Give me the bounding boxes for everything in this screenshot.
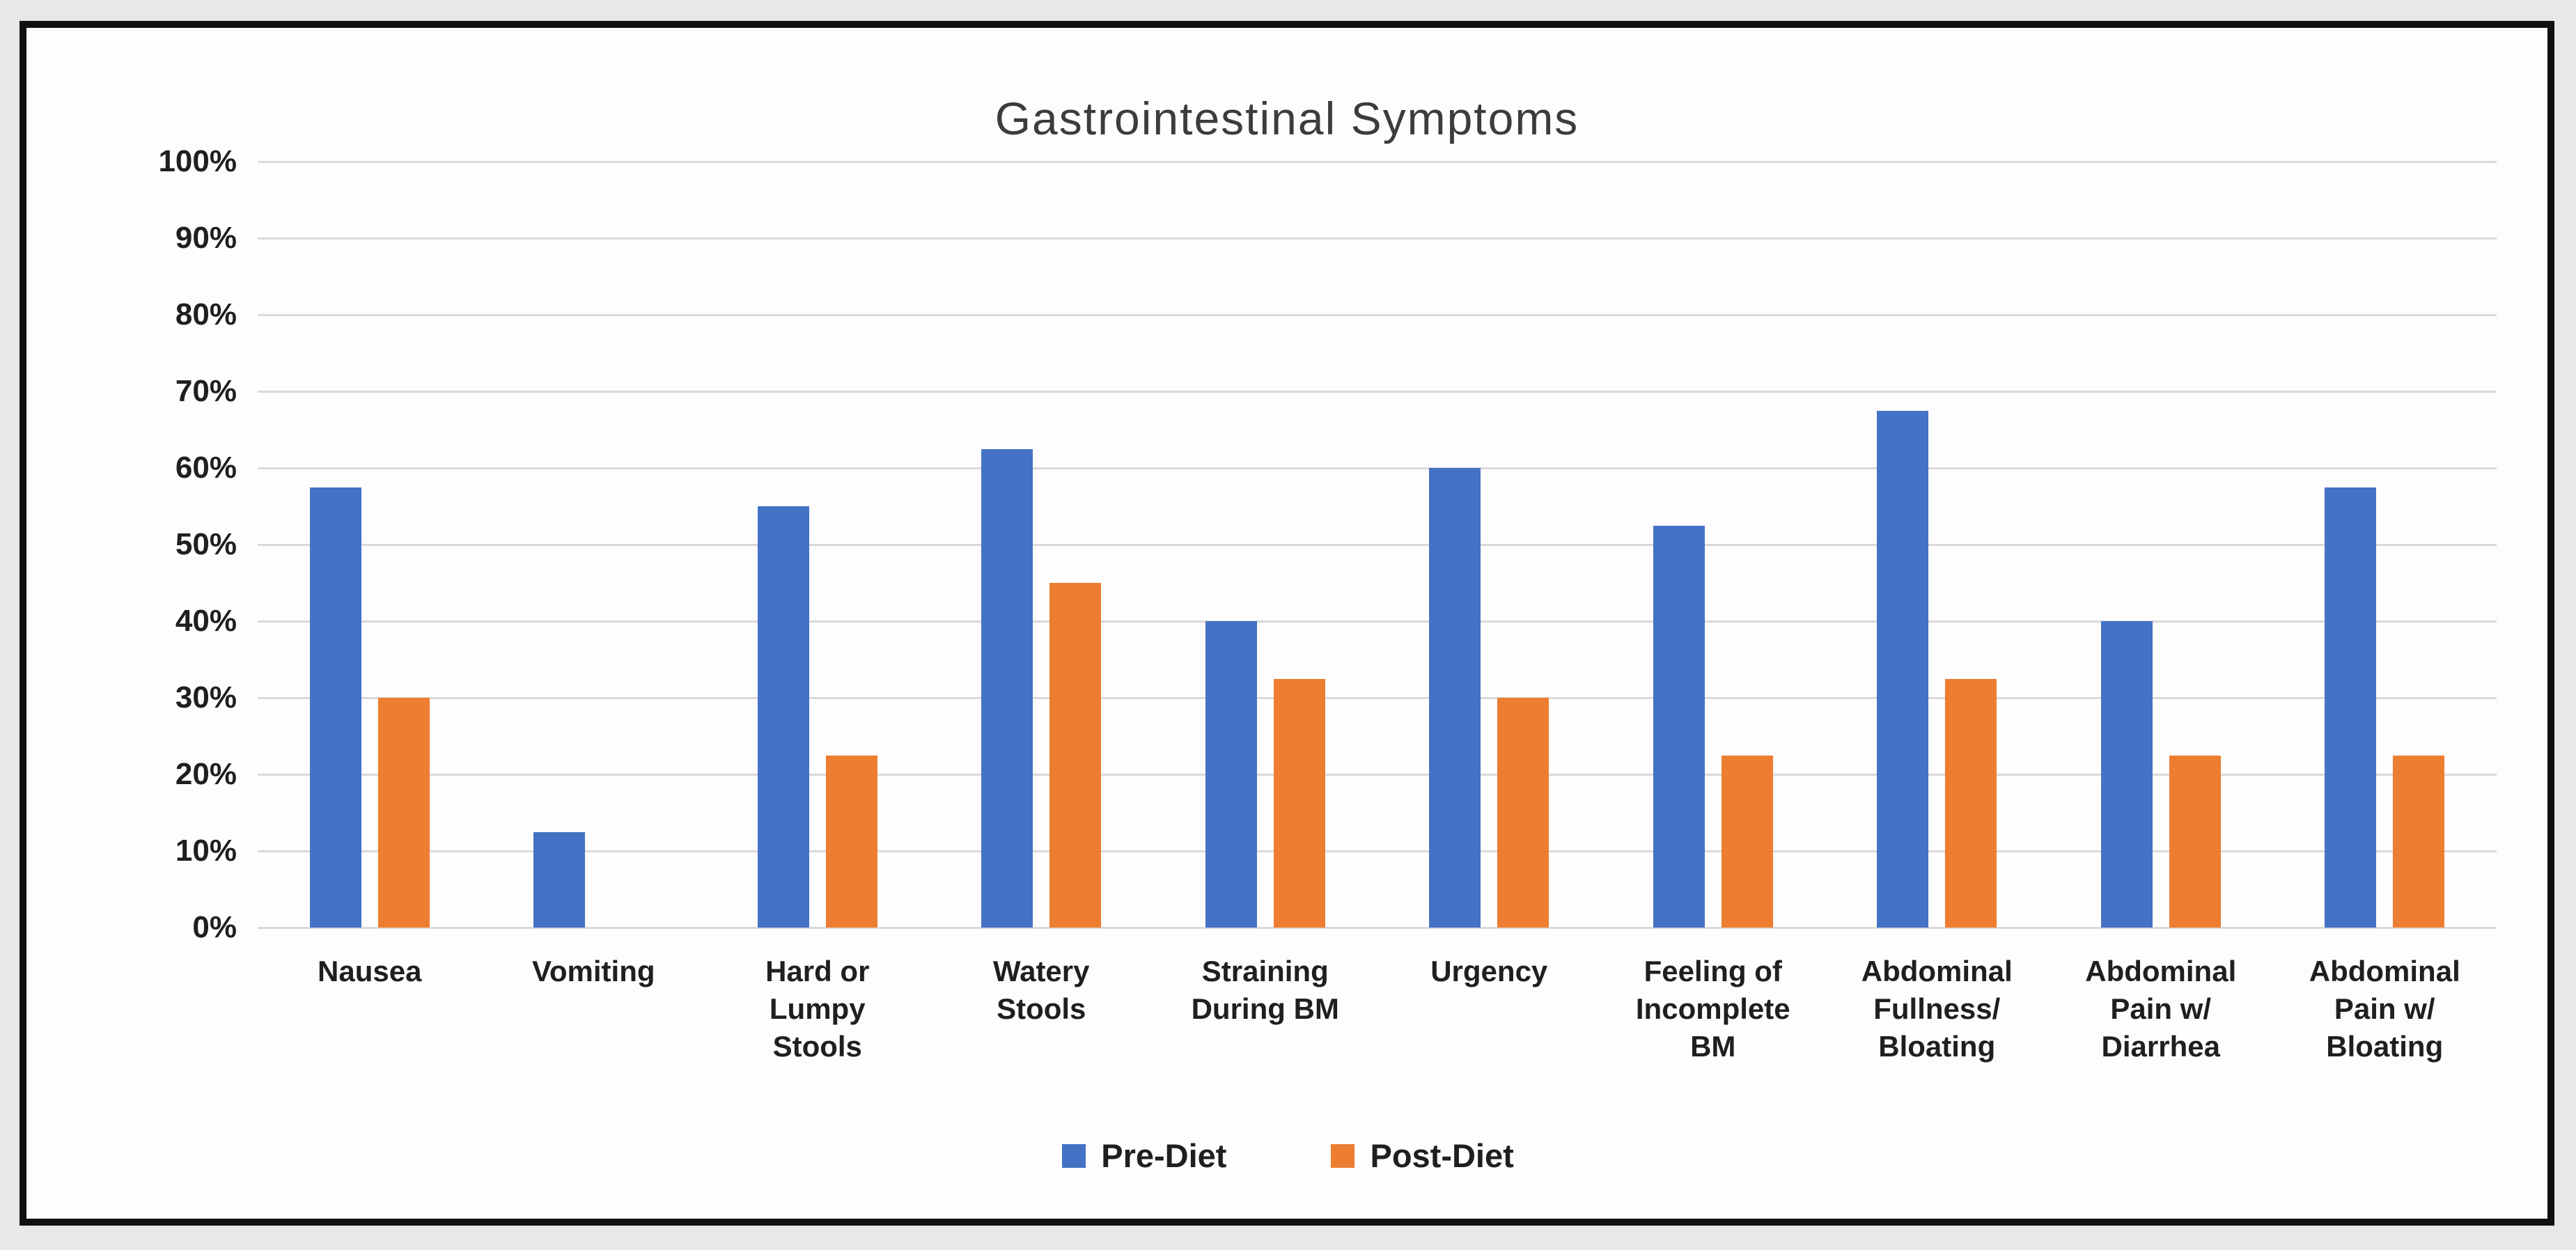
x-category-label-line: Pain w/ <box>2334 992 2435 1025</box>
bar-group <box>482 162 706 928</box>
pre-diet-bar <box>1429 468 1481 928</box>
x-category-label-line: Urgency <box>1430 955 1548 987</box>
post-diet-bar <box>1497 698 1549 928</box>
x-category-label-line: Abdominal <box>2309 955 2460 987</box>
x-category-label: Abdominal Fullness/Bloating <box>1825 953 2050 1065</box>
x-category-label-line: Abdominal <box>1861 955 2013 987</box>
y-tick-label: 60% <box>175 451 237 485</box>
pre-diet-bar <box>757 506 809 928</box>
x-category-label-line: Incomplete <box>1635 992 1790 1025</box>
pre-diet-bar <box>2100 621 2153 928</box>
y-tick-label: 70% <box>175 374 237 408</box>
pre-diet-bar <box>1877 410 1929 928</box>
y-tick-label: 100% <box>158 144 237 178</box>
y-tick-label: 20% <box>175 757 237 791</box>
x-category-label: Urgency <box>1377 953 1602 990</box>
x-category-label: Hard or Lumpy Stools <box>705 953 930 1065</box>
x-category-label-line: Pain w/ <box>2110 992 2212 1025</box>
x-category-label-line: BM <box>1690 1030 1736 1063</box>
x-category-label-line: Bloating <box>1878 1030 1996 1063</box>
bar-group <box>930 162 1154 928</box>
x-category-label: Abdominal Pain w/Bloating <box>2273 953 2497 1065</box>
legend-label: Pre-Diet <box>1101 1137 1227 1174</box>
plot-area <box>258 161 2497 929</box>
y-tick-label: 40% <box>175 604 237 638</box>
x-category-label-line: Stools <box>772 1030 862 1063</box>
y-axis: 100% 90% 80% 70% 60% 50% 40% 30% 20% 10% 0% <box>42 144 237 944</box>
gridline <box>258 620 2497 623</box>
pre-diet-bar <box>309 487 361 928</box>
bar-group <box>2049 162 2273 928</box>
x-category-label: Vomiting <box>482 953 706 990</box>
post-diet-bar <box>377 698 430 928</box>
x-category-label: Feeling of Incomplete BM <box>1601 953 1825 1065</box>
bar-group <box>1601 162 1825 928</box>
bar-group <box>1153 162 1377 928</box>
bar-group <box>1825 162 2050 928</box>
x-category-label-line: Watery <box>993 955 1090 987</box>
y-tick-label: 50% <box>175 527 237 561</box>
legend-swatch-icon <box>1331 1143 1355 1168</box>
legend-entry-pre-diet: Pre-Diet <box>1062 1136 1226 1175</box>
x-category-label-line: Nausea <box>318 955 422 987</box>
gridline <box>258 314 2497 316</box>
post-diet-bar <box>1945 678 1997 928</box>
y-tick-label: 10% <box>175 834 237 868</box>
bar-group <box>258 162 482 928</box>
x-category-label: Watery Stools <box>930 953 1154 1028</box>
pre-diet-bar <box>1205 621 1257 928</box>
x-category-label-line: Hard or <box>765 955 870 987</box>
x-category-label: Abdominal Pain w/Diarrhea <box>2049 953 2273 1065</box>
chart-title: Gastrointestinal Symptoms <box>994 93 1579 144</box>
pre-diet-bar <box>981 448 1033 928</box>
post-diet-bar <box>1273 678 1325 928</box>
x-category-label-line: Lumpy <box>769 992 866 1025</box>
post-diet-bar <box>2169 755 2221 928</box>
y-tick-label: 80% <box>175 297 237 331</box>
x-category-label-line: Abdominal <box>2085 955 2237 987</box>
gridline <box>258 544 2497 546</box>
x-category-label-line: Feeling of <box>1644 955 1782 987</box>
x-category-label-line: During BM <box>1191 992 1339 1025</box>
bar-group <box>2273 162 2497 928</box>
post-diet-bar <box>1049 583 1102 928</box>
gridline <box>258 391 2497 393</box>
legend: Pre-Diet Post-Diet <box>0 1136 2576 1175</box>
y-tick-label: 90% <box>175 221 237 255</box>
x-category-label-line: Fullness/ <box>1873 992 2001 1025</box>
x-category-label-line: Straining <box>1201 955 1329 987</box>
y-tick-label: 30% <box>175 680 237 714</box>
gridline <box>258 161 2497 163</box>
bar-group <box>1377 162 1602 928</box>
x-category-label: Straining During BM <box>1153 953 1377 1028</box>
post-diet-bar <box>825 755 877 928</box>
x-category-label-line: Vomiting <box>531 955 655 987</box>
x-category-label-line: Bloating <box>2326 1030 2444 1063</box>
x-category-label: Nausea <box>258 953 482 990</box>
gridline <box>258 467 2497 469</box>
post-diet-bar <box>2393 755 2445 928</box>
bar-group <box>705 162 930 928</box>
legend-swatch-icon <box>1062 1143 1086 1168</box>
pre-diet-bar <box>2325 487 2377 928</box>
y-tick-label: 0% <box>192 910 237 944</box>
x-category-label-line: Stools <box>997 992 1086 1025</box>
gridline <box>258 774 2497 776</box>
pre-diet-bar <box>1653 525 1705 928</box>
pre-diet-bar <box>533 831 586 928</box>
gridline <box>258 927 2497 929</box>
x-category-label-line: Diarrhea <box>2101 1030 2220 1063</box>
post-diet-bar <box>1721 755 1773 928</box>
legend-entry-post-diet: Post-Diet <box>1331 1136 1514 1175</box>
legend-label: Post-Diet <box>1370 1137 1514 1174</box>
gridline <box>258 697 2497 699</box>
gridline <box>258 850 2497 852</box>
gridline <box>258 237 2497 240</box>
